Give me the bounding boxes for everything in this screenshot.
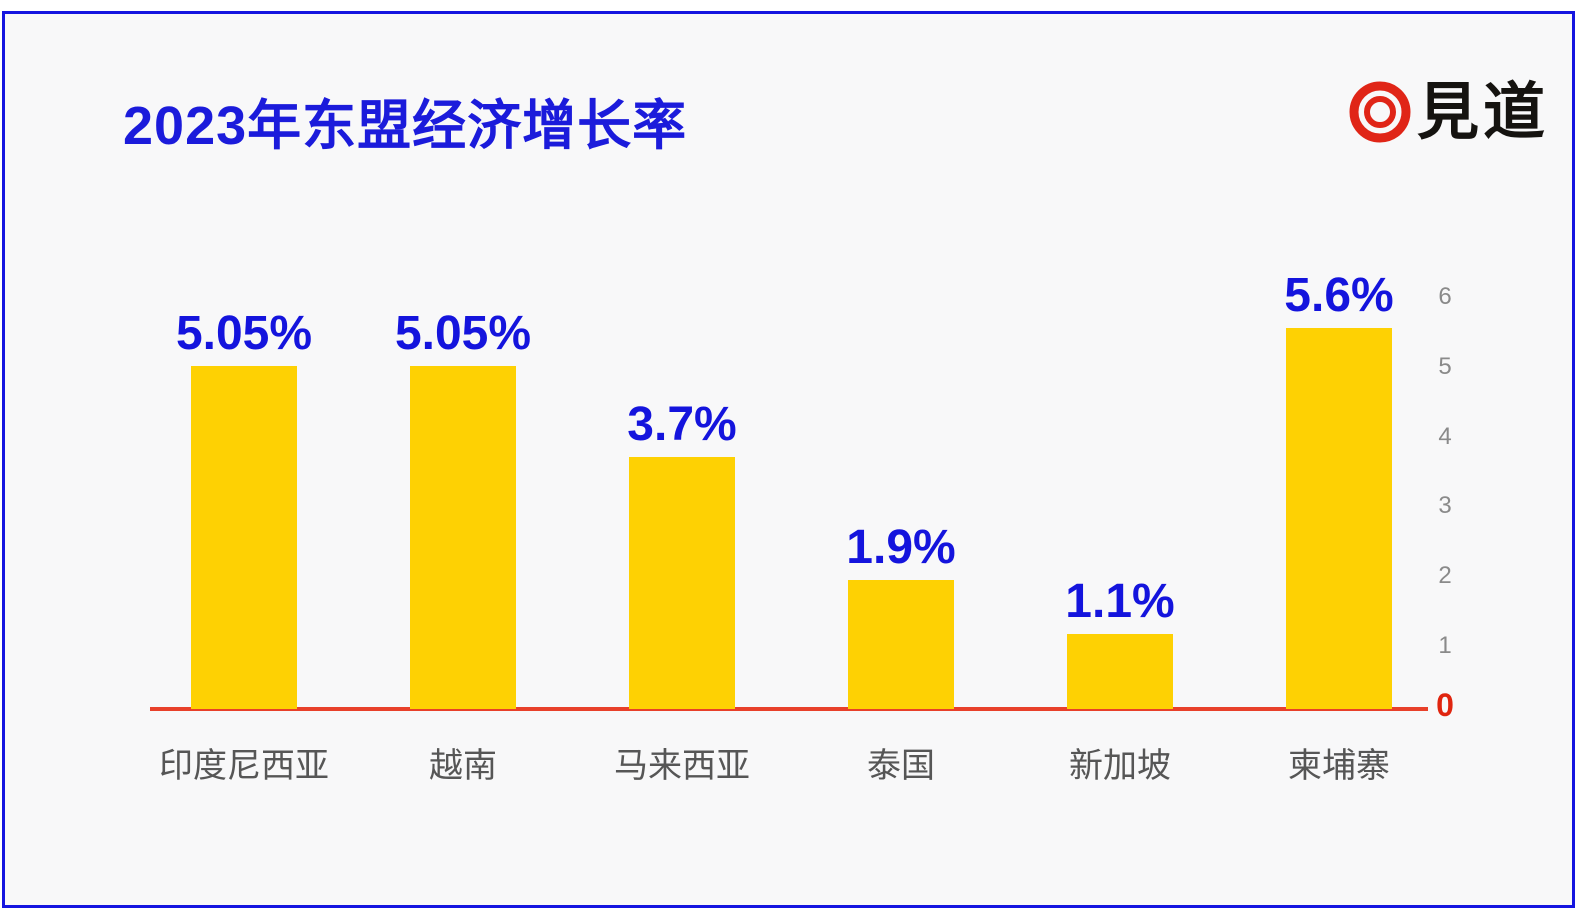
y-tick-label-0: 0 <box>1436 687 1454 723</box>
category-label-cambodia: 柬埔寨 <box>1288 747 1390 785</box>
y-tick-label-6: 6 <box>1438 283 1452 310</box>
y-tick-label-3: 3 <box>1438 492 1452 520</box>
bar-value-label-indonesia: 5.05% <box>175 307 313 360</box>
brand-logo: 見道 <box>1349 72 1549 152</box>
chart-title: 2023年东盟经济增长率 <box>123 96 688 156</box>
bar-value-label-thailand: 1.9% <box>846 521 956 574</box>
y-tick-label-4: 4 <box>1438 422 1452 450</box>
chart-panel: 2023年东盟经济增长率 見道 5.05% 印度尼西亚 5.05% 越南 3.7% 马来西… <box>2 11 1575 908</box>
bar-thailand <box>848 580 954 709</box>
bar-vietnam <box>410 366 516 709</box>
bar-value-label-singapore: 1.1% <box>1065 575 1175 628</box>
category-label-indonesia: 印度尼西亚 <box>159 747 329 785</box>
bar-value-label-vietnam: 5.05% <box>394 307 532 360</box>
category-label-thailand: 泰国 <box>867 747 935 785</box>
bar-indonesia <box>191 366 297 709</box>
y-tick-label-2: 2 <box>1438 562 1452 590</box>
bar-value-label-malaysia: 3.7% <box>627 398 737 451</box>
bar-malaysia <box>629 457 735 709</box>
x-axis-line <box>150 707 1428 711</box>
bar-chart: 5.05% 印度尼西亚 5.05% 越南 3.7% 马来西亚 1.9% 泰国 1.1% 新加坡 5.… <box>5 14 1572 905</box>
bar-cambodia <box>1286 328 1392 709</box>
y-tick-label-1: 1 <box>1438 632 1452 659</box>
bar-value-label-cambodia: 5.6% <box>1284 269 1394 322</box>
bar-singapore <box>1067 634 1173 709</box>
brand-name: 見道 <box>1417 75 1550 148</box>
category-label-singapore: 新加坡 <box>1069 747 1171 785</box>
y-tick-label-5: 5 <box>1438 352 1452 380</box>
bullseye-logo-icon <box>1349 81 1411 143</box>
category-label-vietnam: 越南 <box>429 747 497 785</box>
category-label-malaysia: 马来西亚 <box>614 747 750 785</box>
